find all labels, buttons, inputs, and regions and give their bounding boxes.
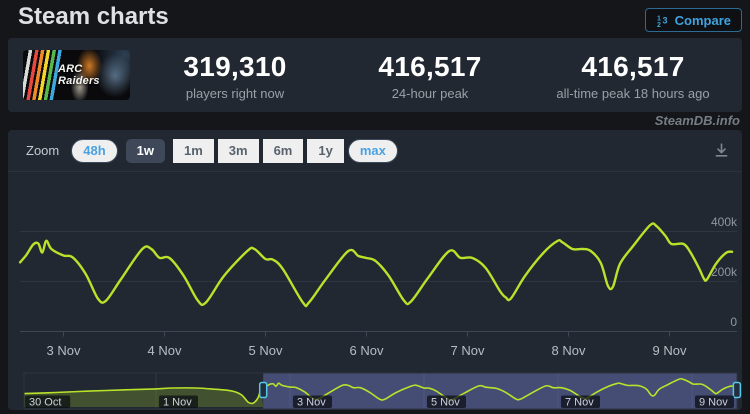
navigator-date-label: 3 Nov [293,395,332,409]
navigator-date-label: 30 Oct [25,395,71,409]
y-axis-label: 200k [711,265,738,279]
x-axis-label: 5 Nov [249,343,283,358]
players-now-label: players right now [185,86,285,101]
game-title: ARC Raiders [58,63,100,87]
player-count-chart: 400k 200k 0 3 Nov 4 Nov 5 Nov 6 Nov 7 Nov 8 Nov… [18,215,742,410]
stat-alltime-peak: 416,517 all-time peak 18 hours ago [520,51,746,101]
alltime-peak-value: 416,517 [581,51,685,82]
navigator-date-chip [159,395,198,408]
navigator-date-chip [427,395,466,408]
navigator-date-text: 5 Nov [431,397,460,409]
stats-panel: ARC Raiders 319,310 players right now 41… [8,38,742,112]
navigator-handle-left[interactable] [258,381,268,399]
chart-toolbar: Zoom 48h 1w 1m 3m 6m 1y max [8,130,742,172]
alltime-peak-label: all-time peak 18 hours ago [556,86,710,101]
compare-button-label: Compare [674,12,731,28]
stat-players-now: 319,310 players right now [130,51,340,101]
navigator-date-label: 7 Nov [561,395,600,409]
x-axis-label: 7 Nov [451,343,485,358]
peak-24h-label: 24-hour peak [391,86,469,101]
players-now-value: 319,310 [183,51,287,82]
svg-text:1: 1 [657,15,661,22]
peak-24h-value: 416,517 [378,51,482,82]
game-capsule-image[interactable]: ARC Raiders [23,50,130,100]
steamdb-credit[interactable]: SteamDB.info [654,113,740,128]
x-axis-label: 4 Nov [148,343,182,358]
player-count-line [18,222,734,308]
zoom-range-1m[interactable]: 1m [172,138,214,163]
svg-text:3: 3 [662,15,667,25]
navigator: 30 Oct 1 Nov 3 Nov 5 Nov 7 Nov 9 Nov [23,372,742,410]
zoom-range-1w[interactable]: 1w [125,138,165,163]
x-axis-label: 9 Nov [653,343,687,358]
y-axis-label: 400k [711,215,738,229]
stat-24h-peak: 416,517 24-hour peak [330,51,530,101]
page-title: Steam charts [18,3,169,30]
navigator-area-fill [24,387,264,407]
zoom-range-48h[interactable]: 48h [71,138,118,163]
navigator-date-chip [25,395,71,408]
compare-button[interactable]: 1 2 3 Compare [644,8,742,32]
capsule-character-art [23,50,130,100]
chart-panel: Zoom 48h 1w 1m 3m 6m 1y max 400k 200k 0 3 Nov 4 N… [8,130,742,410]
navigator-date-text: 30 Oct [29,397,61,409]
y-axis-label: 0 [730,315,737,329]
navigator-selection[interactable] [263,373,737,409]
zoom-range-max[interactable]: max [347,138,398,163]
navigator-date-label: 9 Nov [695,395,734,409]
zoom-range-6m[interactable]: 6m [262,138,304,163]
navigator-date-chip [561,395,600,408]
navigator-date-chip [695,395,734,408]
zoom-label: Zoom [26,143,60,158]
svg-text:2: 2 [657,22,661,27]
navigator-date-text: 1 Nov [163,397,192,409]
zoom-range-buttons: 48h 1w 1m 3m 6m 1y max [71,138,398,163]
compare-list-icon: 1 2 3 [657,15,668,27]
navigator-date-text: 7 Nov [565,397,594,409]
x-axis-label: 6 Nov [350,343,384,358]
download-icon[interactable] [713,142,730,159]
zoom-range-1y[interactable]: 1y [307,138,344,163]
navigator-handle-right[interactable] [732,381,742,399]
navigator-date-label: 5 Nov [427,395,466,409]
x-axis-label: 3 Nov [47,343,81,358]
zoom-range-3m[interactable]: 3m [217,138,259,163]
navigator-date-label: 1 Nov [159,395,198,409]
x-axis-label: 8 Nov [552,343,586,358]
navigator-date-text: 3 Nov [297,397,326,409]
navigator-date-text: 9 Nov [699,397,728,409]
top-bar: Steam charts 1 2 3 Compare [0,0,750,38]
navigator-date-chip [293,395,332,408]
